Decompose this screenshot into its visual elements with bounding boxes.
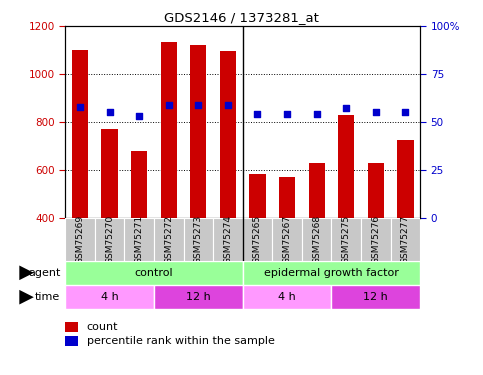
Point — [401, 110, 409, 116]
Bar — [391, 217, 420, 261]
Text: 4 h: 4 h — [278, 292, 296, 302]
Polygon shape — [19, 290, 34, 304]
Bar — [272, 217, 302, 261]
Text: GSM75270: GSM75270 — [105, 214, 114, 264]
Polygon shape — [19, 266, 34, 280]
Text: agent: agent — [28, 268, 60, 278]
Text: GSM75267: GSM75267 — [283, 214, 292, 264]
Point — [372, 110, 380, 116]
Bar — [220, 51, 236, 217]
Bar — [213, 217, 242, 261]
Text: GSM75269: GSM75269 — [75, 214, 85, 264]
Text: GSM75273: GSM75273 — [194, 214, 203, 264]
Point — [76, 104, 84, 110]
Bar — [368, 162, 384, 218]
Text: count: count — [86, 322, 118, 332]
Bar — [302, 217, 331, 261]
Text: GSM75268: GSM75268 — [312, 214, 321, 264]
Text: percentile rank within the sample: percentile rank within the sample — [86, 336, 274, 346]
Text: GSM75277: GSM75277 — [401, 214, 410, 264]
Bar — [249, 174, 266, 217]
Bar — [184, 217, 213, 261]
Bar — [65, 217, 95, 261]
Bar — [161, 42, 177, 218]
Bar — [65, 285, 154, 309]
Bar — [65, 336, 78, 346]
Bar — [125, 217, 154, 261]
Bar — [242, 217, 272, 261]
Text: time: time — [35, 292, 60, 302]
Bar — [131, 150, 147, 217]
Point — [106, 110, 114, 116]
Text: GSM75271: GSM75271 — [135, 214, 143, 264]
Bar — [309, 162, 325, 218]
Bar — [331, 217, 361, 261]
Text: GSM75274: GSM75274 — [224, 214, 232, 264]
Bar — [65, 322, 78, 332]
Point — [165, 102, 172, 108]
Bar — [279, 177, 295, 218]
Bar — [361, 217, 391, 261]
Bar — [398, 140, 413, 218]
Text: 12 h: 12 h — [186, 292, 211, 302]
Text: GDS2146 / 1373281_at: GDS2146 / 1373281_at — [164, 11, 319, 24]
Bar — [242, 285, 331, 309]
Bar — [72, 50, 88, 217]
Bar — [190, 45, 206, 218]
Bar — [154, 217, 184, 261]
Text: epidermal growth factor: epidermal growth factor — [264, 268, 399, 278]
Point — [313, 111, 321, 117]
Text: 12 h: 12 h — [364, 292, 388, 302]
Bar — [101, 129, 118, 218]
Point — [254, 111, 261, 117]
Point — [224, 102, 232, 108]
Bar — [65, 261, 242, 285]
Text: GSM75272: GSM75272 — [164, 214, 173, 264]
Bar — [242, 261, 420, 285]
Bar — [338, 115, 355, 218]
Bar — [95, 217, 125, 261]
Point — [283, 111, 291, 117]
Text: GSM75265: GSM75265 — [253, 214, 262, 264]
Bar — [331, 285, 420, 309]
Text: GSM75275: GSM75275 — [342, 214, 351, 264]
Text: GSM75276: GSM75276 — [371, 214, 380, 264]
Text: 4 h: 4 h — [101, 292, 118, 302]
Bar — [154, 285, 243, 309]
Text: control: control — [135, 268, 173, 278]
Point — [342, 105, 350, 111]
Point — [195, 102, 202, 108]
Point — [135, 113, 143, 119]
